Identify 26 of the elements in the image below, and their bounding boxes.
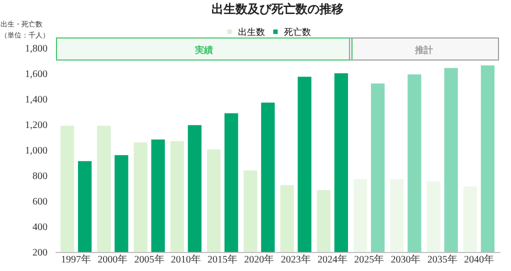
y-tick-label: 400 [32, 222, 48, 233]
x-tick-label: 2025年 [354, 254, 384, 266]
x-tick-label: 2024年 [317, 254, 348, 266]
y-tick-label: 1,800 [25, 44, 48, 54]
y-tick-label: 1,600 [25, 69, 48, 80]
x-tick-label: 2010年 [170, 254, 201, 266]
legend-label: 出生数 [238, 26, 265, 37]
y-tick-label: 1,400 [25, 94, 48, 106]
x-tick-label: 1997年 [61, 254, 92, 266]
band-label: 推計 [414, 45, 433, 55]
y-tick-label: 200 [32, 248, 48, 258]
x-tick-label: 2023年 [280, 254, 311, 266]
x-tick-label: 2040年 [464, 254, 494, 266]
chart-title: 出生数及び死亡数の推移 [212, 2, 344, 16]
band-label: 実績 [194, 45, 214, 55]
legend-label: 死亡数 [284, 26, 311, 37]
x-tick-label: 2030年 [390, 254, 421, 266]
x-tick-label: 2000年 [98, 254, 128, 266]
x-tick-label: 2015年 [208, 254, 238, 266]
x-tick-label: 2005年 [134, 254, 164, 266]
y-tick-label: 1,000 [25, 146, 48, 156]
y-tick-label: 800 [32, 171, 48, 182]
x-tick-label: 2020年 [244, 254, 274, 266]
x-tick-label: 2035年 [427, 254, 458, 266]
y-tick-label: 600 [32, 196, 48, 208]
y-tick-label: 1,200 [25, 120, 48, 131]
